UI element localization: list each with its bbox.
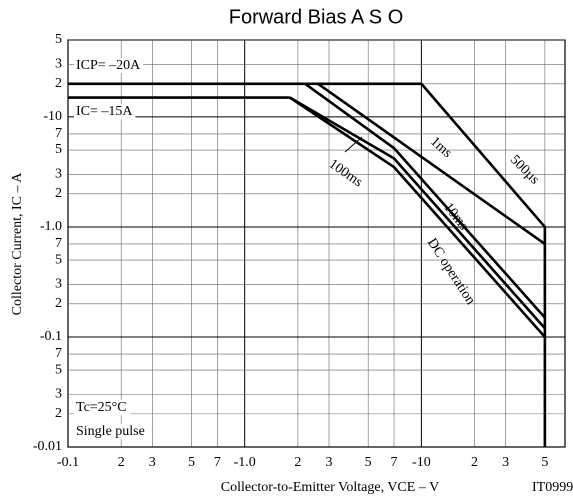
series-label: IC= –15A	[76, 104, 133, 119]
annotation: Tc=25°C	[76, 400, 127, 415]
x-tick-label: 5	[365, 455, 372, 470]
x-tick-label: 5	[541, 455, 548, 470]
chart-title: Forward Bias A S O	[229, 6, 404, 28]
series-line	[317, 82, 546, 246]
y-tick-label: 5	[55, 32, 62, 47]
x-tick-label: 5	[188, 455, 195, 470]
series-label: 100ms	[326, 157, 365, 191]
x-tick-label: 7	[214, 455, 221, 470]
x-tick-label: -1.0	[234, 455, 256, 470]
y-tick-label: 7	[55, 346, 62, 361]
x-tick-label: 3	[502, 455, 509, 470]
x-axis-label: Collector-to-Emitter Voltage, VCE – V	[221, 480, 439, 495]
y-tick-label: 5	[55, 362, 62, 377]
y-tick-label: -0.01	[33, 439, 62, 454]
label-background	[74, 104, 136, 120]
x-tick-label: 2	[471, 455, 478, 470]
y-tick-label: 2	[55, 406, 62, 421]
y-tick-label: 2	[55, 186, 62, 201]
y-tick-label: 3	[55, 387, 62, 402]
y-tick-label: 2	[55, 296, 62, 311]
y-tick-label: -0.1	[40, 329, 62, 344]
y-tick-label: 5	[55, 252, 62, 267]
series-label: ICP= –20A	[76, 58, 141, 73]
y-tick-label: 3	[55, 167, 62, 182]
y-tick-label: 7	[55, 236, 62, 251]
y-tick-label: 2	[55, 76, 62, 91]
y-tick-label: 3	[55, 57, 62, 72]
y-tick-label: -1.0	[40, 219, 62, 234]
annotation: IT09997	[532, 480, 573, 495]
x-tick-label: 2	[294, 455, 301, 470]
x-tick-label: 2	[118, 455, 125, 470]
label-arrow	[344, 136, 363, 153]
series-line	[289, 96, 546, 338]
y-tick-label: 7	[55, 126, 62, 141]
label-background	[74, 58, 144, 74]
y-tick-label: 5	[55, 142, 62, 157]
series-line	[304, 82, 546, 319]
annotation: Single pulse	[76, 424, 145, 439]
x-tick-label: -0.1	[57, 455, 79, 470]
y-axis-label: Collector Current, IC – A	[10, 172, 25, 316]
annotation-background	[74, 400, 131, 416]
y-tick-label: 3	[55, 277, 62, 292]
x-tick-label: 7	[391, 455, 398, 470]
plot-area	[67, 39, 566, 448]
series-line	[289, 96, 546, 330]
series-label: DC operation	[424, 236, 478, 308]
annotation-background	[74, 424, 149, 440]
x-tick-label: 3	[325, 455, 332, 470]
series-label: 1ms	[427, 134, 454, 161]
series-line	[420, 82, 547, 447]
x-tick-label: -10	[412, 455, 431, 470]
series-label: 500µs	[507, 152, 542, 187]
y-tick-label: -10	[43, 109, 62, 124]
x-tick-label: 3	[149, 455, 156, 470]
